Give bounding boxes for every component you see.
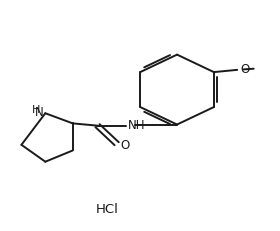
Text: NH: NH	[128, 119, 145, 132]
Text: H: H	[32, 105, 40, 115]
Text: HCl: HCl	[96, 203, 118, 216]
Text: O: O	[120, 140, 129, 152]
Text: O: O	[240, 63, 249, 76]
Text: N: N	[35, 106, 44, 119]
